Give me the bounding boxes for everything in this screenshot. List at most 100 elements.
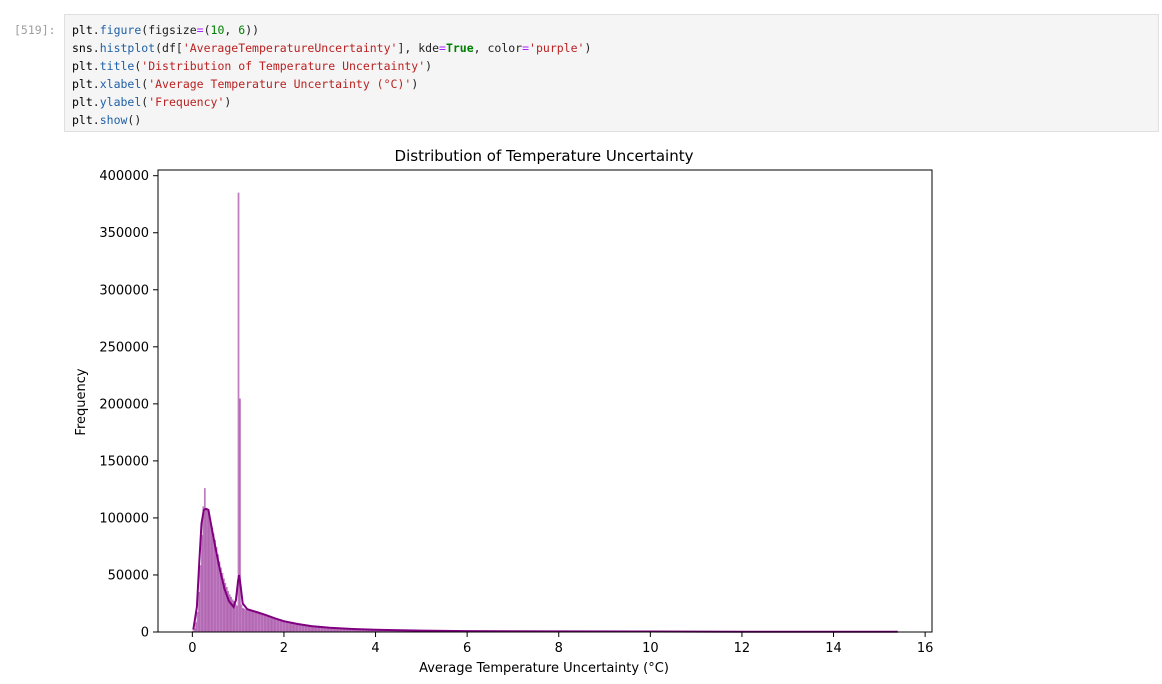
code-token: ) (584, 41, 591, 55)
code-token: 'Distribution of Temperature Uncertainty… (141, 59, 425, 73)
histogram-bar (211, 528, 212, 632)
code-token: . (93, 77, 100, 91)
code-token: . (93, 59, 100, 73)
code-line[interactable]: plt.figure(figsize=(10, 6)) (72, 21, 1151, 39)
histogram-bar (242, 608, 243, 632)
histogram-bar (244, 609, 245, 632)
y-tick-label: 50000 (108, 568, 149, 583)
code-token: , (224, 23, 238, 37)
x-axis-label: Average Temperature Uncertainty (°C) (419, 661, 669, 676)
histogram-bar (276, 620, 277, 632)
histogram-bar (197, 612, 198, 632)
histogram-bar (273, 619, 274, 632)
code-token: title (100, 59, 135, 73)
y-tick-label: 400000 (99, 169, 149, 184)
histogram-bar (214, 540, 215, 632)
histogram-bar (305, 626, 306, 632)
histogram-bar (252, 612, 253, 632)
x-tick-label: 14 (825, 641, 842, 656)
histogram-bar (282, 621, 283, 632)
code-token: ( (204, 23, 211, 37)
y-tick-label: 100000 (99, 511, 149, 526)
x-tick-label: 12 (734, 641, 751, 656)
code-line[interactable]: sns.histplot(df['AverageTemperatureUncer… (72, 39, 1151, 57)
code-line[interactable]: plt.xlabel('Average Temperature Uncertai… (72, 75, 1151, 93)
histogram-bar (258, 613, 259, 632)
code-token: ) (224, 95, 231, 109)
x-tick-label: 6 (463, 641, 471, 656)
histogram-bar (208, 515, 209, 632)
histogram-bar (292, 624, 293, 632)
y-tick-label: 350000 (99, 226, 149, 241)
y-tick-label: 250000 (99, 340, 149, 355)
histogram-bar (251, 611, 252, 632)
code-token: figure (100, 23, 142, 37)
histogram-bar (266, 616, 267, 632)
histogram-bar (269, 617, 270, 632)
y-tick-label: 200000 (99, 397, 149, 412)
histogram-bar (235, 604, 236, 632)
code-line[interactable]: plt.ylabel('Frequency') (72, 93, 1151, 111)
cell-output: Distribution of Temperature Uncertainty … (0, 140, 1162, 680)
code-token: ) (411, 77, 418, 91)
code-token: , color (474, 41, 522, 55)
code-token: = (439, 41, 446, 55)
x-tick-label: 2 (280, 641, 288, 656)
histogram-bar (267, 616, 268, 632)
histogram-bar (277, 620, 278, 632)
histogram-bar (307, 626, 308, 632)
code-token: plt (72, 59, 93, 73)
histogram-bar (213, 534, 214, 632)
x-tick-label: 16 (917, 641, 934, 656)
histogram-bar (263, 615, 264, 632)
code-token: . (93, 95, 100, 109)
histogram-bar (203, 507, 204, 632)
code-line[interactable]: plt.title('Distribution of Temperature U… (72, 57, 1151, 75)
histogram-bar (296, 624, 297, 632)
histogram-bar (207, 510, 208, 632)
histogram-bar (245, 610, 246, 632)
y-tick-label: 150000 (99, 454, 149, 469)
x-tick-label: 0 (188, 641, 196, 656)
histogram-bar (302, 625, 303, 632)
histogram-bar (289, 623, 290, 632)
histogram-bar (295, 624, 296, 632)
code-token: . (93, 113, 100, 127)
histogram-bar (239, 399, 240, 632)
code-editor[interactable]: plt.figure(figsize=(10, 6))sns.histplot(… (64, 14, 1159, 132)
histogram-bar (301, 625, 302, 632)
chart-background (0, 140, 1162, 680)
histogram-bar (274, 619, 275, 632)
histogram-bar (310, 626, 311, 632)
histogram-bar (298, 625, 299, 632)
x-tick-label: 4 (371, 641, 379, 656)
histogram-bar (210, 521, 211, 632)
histogram-bar (206, 509, 207, 632)
code-token: xlabel (100, 77, 142, 91)
code-token: 'AverageTemperatureUncertainty' (183, 41, 398, 55)
histogram-bar (250, 611, 251, 632)
histogram-bar (264, 615, 265, 632)
code-token: (df[ (155, 41, 183, 55)
x-tick-label: 10 (642, 641, 659, 656)
histogram-bar (257, 613, 258, 632)
y-tick-label: 0 (141, 626, 149, 641)
histogram-bar (261, 614, 262, 632)
histogram-bar (308, 626, 309, 632)
code-token: 'purple' (529, 41, 584, 55)
histogram-bar (304, 625, 305, 632)
histogram-bar (200, 565, 201, 632)
histogram-bar (248, 611, 249, 632)
code-token: plt (72, 23, 93, 37)
code-token: 'Frequency' (148, 95, 224, 109)
histogram-bar (236, 606, 237, 632)
histogram-bar (201, 535, 202, 632)
code-token: ], kde (397, 41, 439, 55)
code-line[interactable]: plt.show() (72, 111, 1151, 129)
histogram-bar (299, 625, 300, 632)
code-token: True (446, 41, 474, 55)
code-token: plt (72, 113, 93, 127)
histogram-bar (291, 623, 292, 632)
histogram-bar (279, 621, 280, 632)
x-tick-label: 8 (555, 641, 563, 656)
